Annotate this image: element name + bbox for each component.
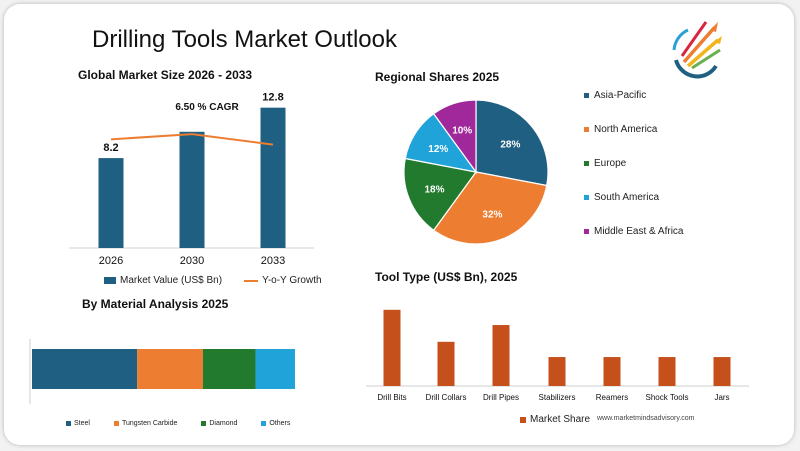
pie-slice-4 <box>432 99 477 174</box>
page-title: Drilling Tools Market Outlook <box>92 26 398 53</box>
global-market-chart: 8.2 2026 2030 12.8 2033 6.50 % CAGR <box>69 92 314 267</box>
tick-label: 2026 <box>99 255 123 267</box>
legend-swatch-market-value <box>104 277 116 284</box>
legend-item-south-america: South America <box>584 191 694 204</box>
tick-label: Reamers <box>596 393 628 402</box>
legend-label: Middle East & Africa <box>594 226 684 237</box>
website-url: www.marketmindsadvisory.com <box>597 415 695 422</box>
tick-label: Drill Bits <box>377 393 406 402</box>
tooltype-legend: Market Share <box>520 414 590 425</box>
bar-2026 <box>98 158 124 248</box>
material-legend: Steel Tungsten Carbide Diamond Others <box>66 420 314 427</box>
tick-label: Jars <box>714 393 729 402</box>
regional-legend: Asia-Pacific North America Europe South … <box>584 89 694 259</box>
bar-1 <box>437 341 455 386</box>
material-chart-title: By Material Analysis 2025 <box>82 297 229 311</box>
dashboard-card: Drilling Tools Market Outlook Global Mar… <box>4 4 794 445</box>
legend-item-steel: Steel <box>66 420 90 427</box>
legend-label-market-value: Market Value (US$ Bn) <box>120 275 223 286</box>
legend-swatch <box>584 195 589 200</box>
legend-label-growth: Y-o-Y Growth <box>262 275 322 286</box>
material-stacked-bar <box>29 339 295 404</box>
data-label: 8.2 <box>103 142 118 154</box>
legend-swatch <box>584 127 589 132</box>
regional-pie-chart: 28% 32% 18% 12% 10% <box>403 99 549 245</box>
cagr-annotation: 6.50 % CAGR <box>175 102 239 113</box>
legend-item-others: Others <box>261 420 290 427</box>
legend-label-market-share: Market Share <box>530 414 591 425</box>
slice-label: 10% <box>452 126 472 137</box>
slice-label: 12% <box>428 144 448 155</box>
tick-label: Drill Pipes <box>483 393 519 402</box>
segment-0 <box>32 349 138 389</box>
tick-label: Drill Collars <box>426 393 467 402</box>
legend-label: Diamond <box>209 420 238 427</box>
legend-swatch-growth <box>244 279 259 282</box>
legend-swatch <box>584 93 589 98</box>
legend-item-middle-east-africa: Middle East & Africa <box>584 225 694 238</box>
pie-slice-2 <box>403 157 478 232</box>
legend-label: North America <box>594 124 658 135</box>
segment-1 <box>137 349 203 389</box>
bar-4 <box>603 357 621 386</box>
legend-item-north-america: North America <box>584 123 694 136</box>
legend-label: Others <box>269 420 291 427</box>
tick-label: 2033 <box>261 255 285 267</box>
segment-2 <box>202 349 256 389</box>
tick-label: 2030 <box>180 255 204 267</box>
slice-label: 32% <box>482 210 502 221</box>
bar-5 <box>658 357 676 386</box>
bar-2030 <box>179 131 205 248</box>
regional-chart-title: Regional Shares 2025 <box>375 70 500 84</box>
bar-2 <box>492 325 510 386</box>
bar-3 <box>548 357 566 386</box>
global-chart-title: Global Market Size 2026 - 2033 <box>78 68 253 82</box>
legend-swatch <box>584 161 589 166</box>
tooltype-bar-chart: Drill Bits Drill Collars Drill Pipes Stabil… <box>366 309 749 402</box>
legend-swatch <box>66 421 71 426</box>
legend-item-europe: Europe <box>584 157 694 170</box>
tooltype-chart-title: Tool Type (US$ Bn), 2025 <box>375 270 518 284</box>
pie-slice-0 <box>475 99 549 187</box>
legend-swatch <box>584 229 589 234</box>
legend-swatch <box>201 421 207 426</box>
global-legend: Market Value (US$ Bn) Y-o-Y Growth <box>104 275 322 286</box>
legend-label: Europe <box>594 158 627 169</box>
bar-6 <box>713 357 731 386</box>
tick-label: Shock Tools <box>646 393 689 402</box>
legend-item-asia-pacific: Asia-Pacific <box>584 89 694 102</box>
legend-label: Steel <box>74 420 90 427</box>
slice-label: 18% <box>424 184 444 195</box>
legend-label: South America <box>594 192 660 203</box>
slice-label: 28% <box>500 140 520 151</box>
legend-label: Asia-Pacific <box>594 90 647 101</box>
tick-label: Stabilizers <box>539 393 576 402</box>
segment-3 <box>255 349 295 389</box>
bar-0 <box>383 309 401 386</box>
data-label: 12.8 <box>262 92 283 104</box>
legend-swatch <box>261 421 267 426</box>
pie-slice-1 <box>432 171 548 245</box>
legend-swatch <box>113 421 119 426</box>
legend-swatch-market-share <box>520 416 526 423</box>
legend-item-diamond: Diamond <box>201 420 237 427</box>
legend-label: Tungsten Carbide <box>121 420 178 427</box>
legend-item-tungsten-carbide: Tungsten Carbide <box>113 420 178 427</box>
growth-line <box>110 133 274 146</box>
bar-2033 <box>260 107 286 248</box>
